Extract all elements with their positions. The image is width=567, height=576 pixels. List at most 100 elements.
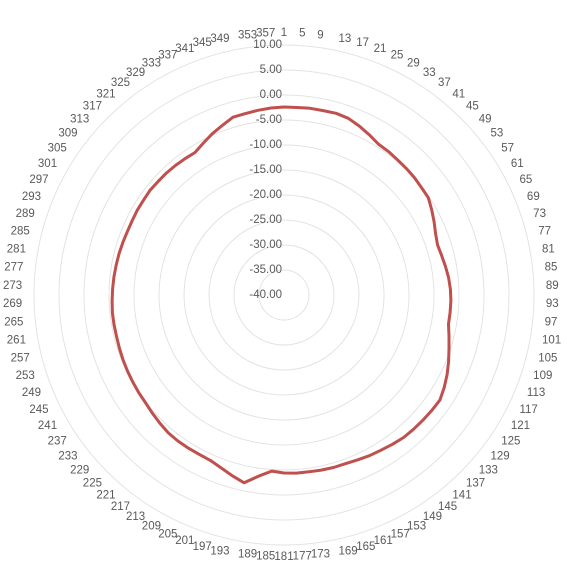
category-label: 337 [158,50,177,62]
category-label: 193 [210,545,229,557]
category-label: 81 [542,244,555,256]
category-label: 73 [533,208,546,220]
category-label: 353 [238,30,257,42]
category-label: 109 [533,370,552,382]
category-label: 113 [527,387,545,399]
category-label: 49 [479,114,492,126]
category-label: 277 [4,262,23,274]
category-label: 33 [423,67,436,79]
category-label: 77 [538,226,551,238]
category-label: 209 [142,520,161,532]
category-label: 177 [293,550,312,562]
r-tick-label: -15.00 [249,164,282,176]
grid-ring [258,269,310,321]
category-label: 129 [490,450,509,462]
category-label: 161 [374,535,393,547]
grid-ring [108,119,460,471]
category-label: 265 [4,316,23,328]
category-label: 237 [48,436,67,448]
series-line [110,105,453,485]
grid-ring [158,169,410,421]
category-label: 165 [356,541,375,553]
r-tick-label: -20.00 [249,189,282,201]
category-label: 105 [538,352,557,364]
category-label: 53 [490,128,503,140]
category-label: 13 [338,33,351,45]
r-tick-label: 10.00 [253,39,282,51]
category-label: 357 [256,28,275,40]
category-label: 245 [29,404,48,416]
category-label: 173 [311,548,330,560]
category-label: 349 [210,33,229,45]
category-label: 41 [452,88,465,100]
category-label: 217 [111,501,130,513]
category-label: 333 [142,58,161,70]
r-tick-label: -30.00 [249,239,282,251]
category-label: 317 [83,101,102,113]
category-label: 273 [3,280,22,292]
category-label: 325 [111,77,130,89]
category-label: 197 [193,541,212,553]
category-label: 285 [11,226,30,238]
category-label: 181 [274,551,293,563]
grid-ring [33,44,535,546]
category-label: 261 [7,335,26,347]
r-tick-label: -5.00 [256,114,282,126]
category-label: 233 [58,450,77,462]
grid-ring [208,219,360,371]
category-label: 253 [16,370,35,382]
category-label: 149 [423,511,442,523]
category-label: 45 [466,101,479,113]
category-label: 29 [407,58,420,70]
category-label: 225 [83,477,102,489]
category-label: 293 [22,191,41,203]
category-label: 289 [16,208,35,220]
category-label: 117 [519,404,537,416]
category-label: 121 [511,420,530,432]
category-label: 133 [479,464,498,476]
category-label: 345 [193,37,212,49]
category-label: 169 [338,545,357,557]
category-label: 269 [3,298,22,310]
category-label: 141 [452,490,471,502]
category-label: 25 [391,50,404,62]
category-label: 89 [546,280,559,292]
category-label: 137 [466,477,485,489]
r-tick-label: -40.00 [249,289,282,301]
category-label: 101 [542,335,561,347]
category-label: 93 [546,298,559,310]
category-label: 205 [158,528,177,540]
category-label: 61 [511,158,524,170]
grid-ring [133,144,435,446]
category-label: 37 [438,77,451,89]
r-tick-label: -35.00 [249,264,282,276]
r-tick-label: -10.00 [249,139,282,151]
category-label: 9 [317,30,323,42]
category-label: 297 [29,174,48,186]
category-label: 153 [407,520,426,532]
category-label: 213 [126,511,145,523]
category-label: 85 [545,262,558,274]
category-label: 281 [7,244,26,256]
category-label: 157 [391,528,410,540]
category-label: 301 [38,158,57,170]
category-label: 21 [374,43,387,55]
r-tick-label: 5.00 [260,64,282,76]
category-label: 329 [126,67,145,79]
category-label: 57 [501,143,514,155]
grid-ring [83,94,485,496]
category-label: 229 [70,464,89,476]
category-label: 201 [175,535,194,547]
category-label: 145 [438,501,457,513]
category-label: 65 [519,174,532,186]
category-label: 189 [238,548,257,560]
category-label: 257 [11,352,30,364]
category-label: 341 [175,43,194,55]
category-label: 321 [96,88,115,100]
category-label: 305 [48,143,67,155]
category-label: 309 [58,128,77,140]
category-label: 1 [281,27,287,39]
grid-ring [183,194,385,396]
r-tick-label: -25.00 [249,214,282,226]
